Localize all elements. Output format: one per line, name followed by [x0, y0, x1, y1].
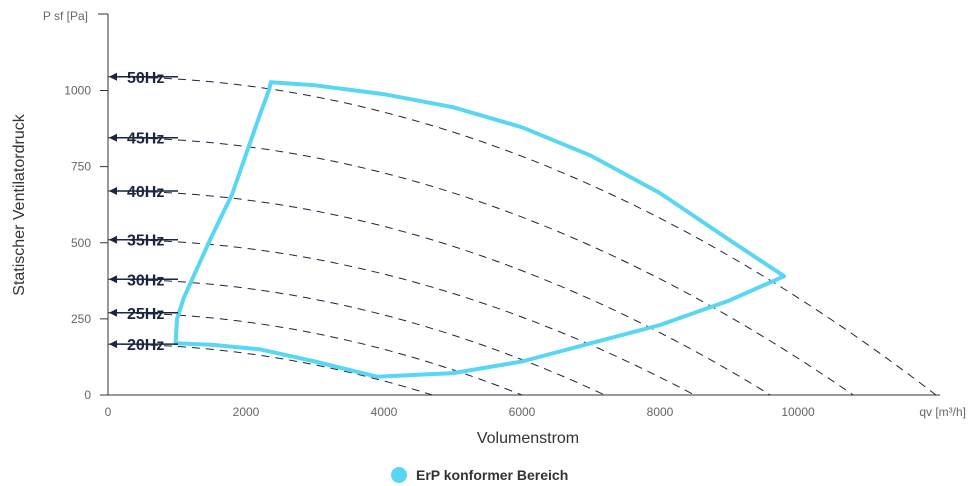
y-tick-label: 1000	[64, 84, 91, 98]
frequency-label: 50Hz	[127, 70, 164, 87]
frequency-label: 20Hz	[127, 337, 164, 354]
frequency-label: 45Hz	[127, 131, 164, 148]
frequency-curve	[107, 343, 433, 396]
legend-label-erp: ErP konformer Bereich	[416, 467, 568, 483]
x-tick-label: 10000	[781, 405, 815, 419]
frequency-curve	[108, 312, 523, 396]
legend[interactable]: ErP konformer Bereich	[391, 467, 568, 483]
frequency-curve	[108, 190, 771, 396]
frequency-curve	[107, 137, 854, 396]
frequency-label: 40Hz	[127, 184, 164, 201]
x-tick-label: 0	[105, 405, 112, 419]
x-tick-label: 2000	[233, 405, 260, 419]
y-tick-label: 750	[71, 160, 91, 174]
erp-area	[173, 80, 787, 379]
x-tick-labels: 0 2000 4000 6000 8000 10000	[105, 405, 815, 419]
frequency-curve	[108, 239, 695, 396]
legend-marker-erp	[391, 467, 407, 483]
x-tick-label: 8000	[647, 405, 674, 419]
frequency-label: 25Hz	[127, 306, 164, 323]
frequency-label: 30Hz	[127, 272, 164, 289]
y-tick-label: 0	[84, 388, 91, 402]
x-tick-label: 4000	[371, 405, 398, 419]
y-tick-labels: 0 250 500 750 1000	[64, 84, 108, 402]
y-axis-title: Statischer Ventilatordruck	[11, 113, 28, 295]
x-tick-label: 6000	[509, 405, 536, 419]
frequency-curve	[107, 76, 937, 396]
frequency-labels: 20Hz 25Hz 30Hz 35Hz 40Hz 45Hz 50Hz	[109, 70, 178, 354]
frequency-label: 35Hz	[127, 233, 164, 250]
erp-boundary-line	[173, 80, 787, 379]
y-tick-label: 500	[71, 236, 91, 250]
x-unit-label: qv [m³/h]	[919, 405, 966, 419]
y-unit-label: P sf [Pa]	[43, 9, 88, 23]
axes	[98, 13, 940, 396]
x-axis-title: Volumenstrom	[477, 430, 579, 447]
y-tick-label: 250	[71, 312, 91, 326]
